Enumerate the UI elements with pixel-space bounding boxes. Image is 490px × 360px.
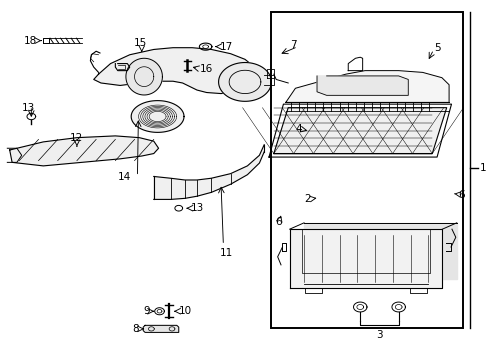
Text: 10: 10 — [179, 306, 193, 316]
Text: 15: 15 — [134, 38, 147, 48]
Polygon shape — [290, 229, 442, 288]
Polygon shape — [154, 145, 264, 199]
Text: 12: 12 — [70, 133, 83, 143]
Polygon shape — [143, 325, 179, 332]
Polygon shape — [274, 108, 447, 154]
Text: 3: 3 — [376, 330, 383, 340]
Polygon shape — [131, 101, 184, 132]
Polygon shape — [219, 63, 271, 101]
Text: 13: 13 — [22, 103, 35, 113]
Bar — [271, 12, 464, 328]
Text: 13: 13 — [191, 203, 204, 213]
Text: 6: 6 — [275, 217, 282, 227]
Polygon shape — [115, 64, 130, 71]
Text: 11: 11 — [220, 248, 233, 258]
Text: 16: 16 — [199, 64, 213, 74]
Text: 8: 8 — [133, 324, 139, 334]
Polygon shape — [304, 223, 457, 279]
Polygon shape — [94, 48, 259, 94]
Text: 14: 14 — [118, 172, 131, 182]
Text: 2: 2 — [304, 194, 311, 204]
Text: 1: 1 — [480, 163, 487, 173]
Polygon shape — [286, 71, 449, 102]
Text: 6: 6 — [459, 190, 466, 200]
Text: 4: 4 — [295, 124, 302, 134]
Polygon shape — [126, 58, 162, 95]
Text: 5: 5 — [435, 43, 441, 53]
Text: 17: 17 — [220, 42, 233, 51]
Text: 7: 7 — [290, 40, 297, 50]
Polygon shape — [317, 76, 408, 95]
Text: 9: 9 — [144, 306, 150, 316]
Text: 18: 18 — [24, 36, 38, 46]
Polygon shape — [10, 136, 159, 166]
